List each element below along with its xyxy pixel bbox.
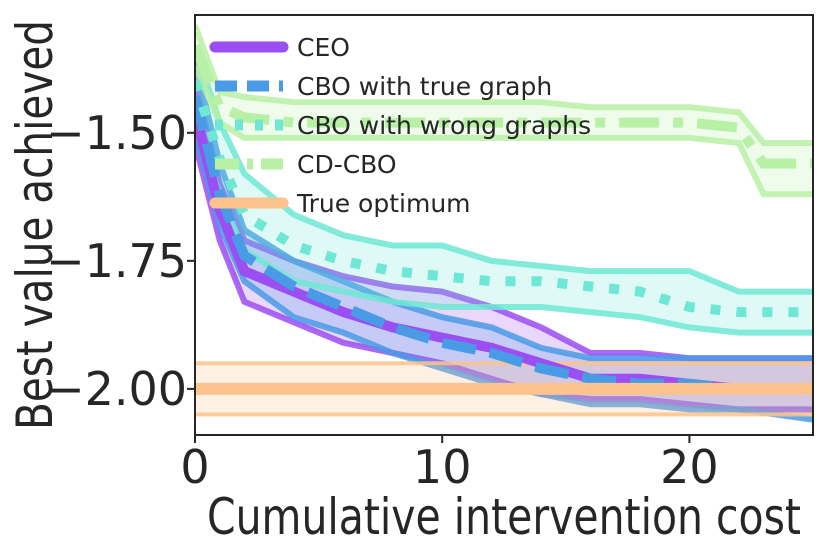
- legend-label-cd-cbo: CD-CBO: [297, 150, 397, 179]
- x-axis-label: Cumulative intervention cost: [207, 488, 801, 546]
- legend-label-ceo: CEO: [297, 33, 350, 62]
- x-tick-label: 0: [180, 440, 209, 494]
- cd-cbo-band: [195, 25, 813, 195]
- legend-label-true-optimum: True optimum: [296, 189, 471, 218]
- legend: CEO CBO with true graph CBO with wrong gra…: [209, 33, 591, 218]
- ceo-band: [195, 81, 813, 410]
- x-tick-label: 10: [413, 440, 472, 494]
- y-tick-label: −1.75: [46, 234, 187, 288]
- cd-cbo-upper-line: [195, 24, 813, 146]
- ceo-lower-line: [195, 142, 813, 413]
- y-tick-label: −2.00: [46, 362, 187, 416]
- cbo-with-true-graph-lower-line: [195, 132, 813, 423]
- cbo-with-wrong-graphs-upper-line: [195, 44, 813, 295]
- y-axis-label: Best value achieved: [6, 20, 64, 430]
- cbo-with-true-graph-band: [195, 61, 813, 420]
- legend-label-cbo-with-wrong-graphs: CBO with wrong graphs: [297, 111, 591, 140]
- plot-frame: [194, 14, 814, 436]
- y-tick-label: −1.50: [46, 106, 187, 160]
- x-tick-label: 20: [660, 440, 719, 494]
- cbo-with-true-graph-upper-line: [195, 60, 813, 362]
- cd-cbo-lower-line: [195, 64, 813, 198]
- cd-cbo-mean-line: [195, 43, 813, 169]
- legend-label-cbo-with-true-graph: CBO with true graph: [297, 72, 552, 101]
- cbo-with-wrong-graphs-band: [195, 45, 813, 333]
